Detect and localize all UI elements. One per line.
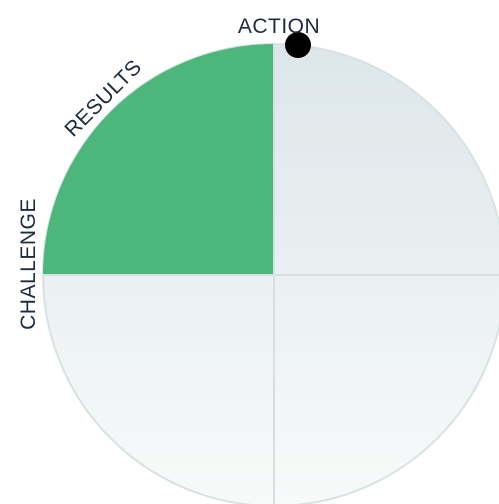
handle-dot[interactable] <box>285 32 311 58</box>
label-challenge: CHALLENGE <box>17 198 40 330</box>
filled-segment <box>43 44 274 275</box>
label-action: ACTION <box>238 15 320 38</box>
